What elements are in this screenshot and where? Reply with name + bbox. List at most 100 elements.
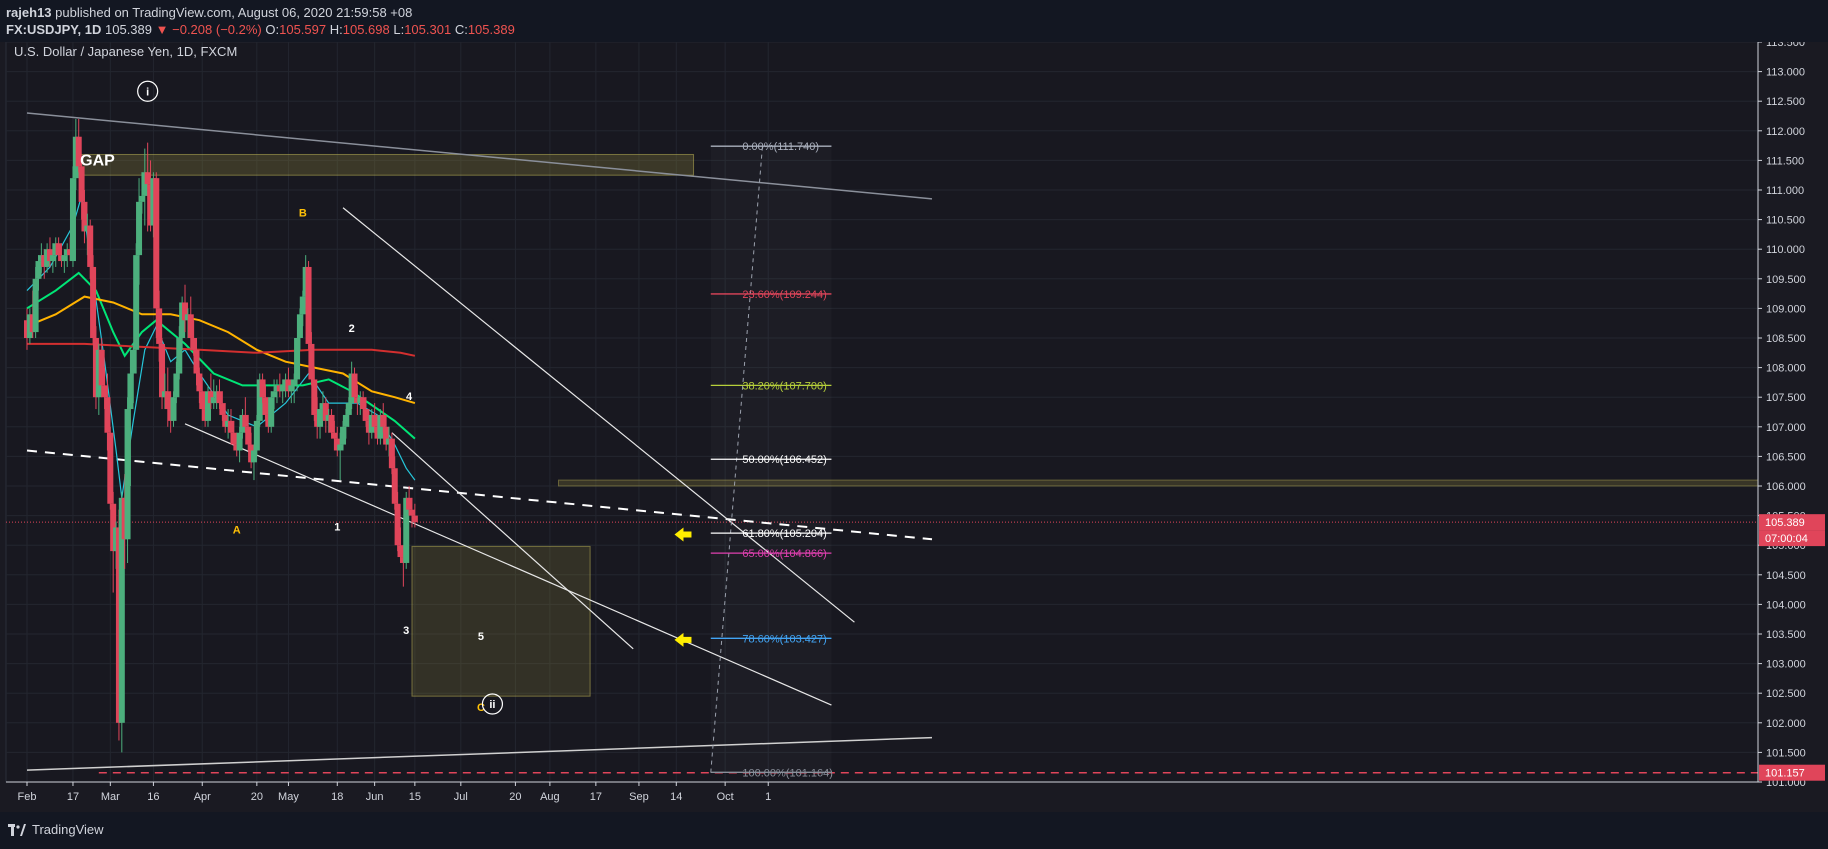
- wave-labels: i B 2 4 A 1 3 5 C ii GAP: [80, 80, 692, 715]
- time-tick-label: 20: [509, 791, 521, 803]
- candle-up: [118, 497, 125, 723]
- price-tick-label: 112.000: [1766, 126, 1805, 138]
- candle-down: [75, 136, 82, 167]
- price-tick-label: 106.500: [1766, 451, 1806, 463]
- price-tag: [1759, 530, 1825, 547]
- candle-up: [253, 420, 260, 451]
- upper-channel-line: [26, 112, 933, 200]
- price-tick-label: 104.000: [1766, 599, 1806, 611]
- fib-level-label: 0.00%(111.740): [742, 141, 819, 153]
- candle-down: [87, 225, 94, 267]
- time-tick-label: Aug: [540, 791, 560, 803]
- candle-down: [230, 432, 237, 445]
- candle-down: [262, 397, 269, 415]
- high-value: 105.698: [342, 22, 390, 37]
- time-tick-label: 20: [251, 791, 263, 803]
- high-label: H:: [329, 22, 343, 37]
- price-axis-bg: [1758, 42, 1828, 812]
- price-tick-label: 113.500: [1766, 42, 1805, 49]
- candle-down: [144, 172, 151, 185]
- candle-up: [138, 195, 145, 202]
- candle-down: [383, 426, 390, 445]
- close-label: C:: [454, 22, 468, 37]
- price-axis[interactable]: 113.500 113.000 112.500 112.000 111.500 111.0…: [1757, 42, 1828, 812]
- price-tick-label: 103.500: [1766, 629, 1806, 641]
- time-tick-label: 14: [670, 791, 682, 803]
- candle-down: [388, 438, 395, 469]
- candle-down: [193, 349, 200, 374]
- candle-up: [173, 373, 180, 398]
- symbol-name: FX:USDJPY, 1D: [6, 22, 102, 37]
- price-tick-label: 104.500: [1766, 570, 1806, 582]
- fib-level-label: 65.00%(104.866): [742, 548, 826, 560]
- candle-up: [296, 314, 303, 338]
- candle-down: [182, 302, 189, 321]
- time-tick-label: Feb: [18, 791, 37, 803]
- candle-up: [210, 397, 217, 404]
- candle-down: [199, 391, 206, 410]
- candle-up: [342, 414, 349, 427]
- candle-up: [299, 296, 306, 315]
- gap-label: GAP: [80, 152, 115, 169]
- candle-down: [311, 379, 318, 415]
- candle-down: [107, 432, 114, 504]
- candle-up: [291, 379, 298, 386]
- author-name[interactable]: rajeh13: [6, 5, 52, 20]
- candle-up: [136, 201, 143, 256]
- tradingview-brand[interactable]: TradingView: [8, 822, 104, 837]
- price-tick-label: 106.000: [1766, 481, 1806, 493]
- zones-layer: [6, 153, 1759, 774]
- time-tick-label: 15: [409, 791, 421, 803]
- candle-up: [268, 397, 275, 427]
- price-tick-label: 110.500: [1766, 215, 1805, 227]
- time-tick-label: 1: [765, 791, 771, 803]
- wave-label: 2: [349, 323, 355, 335]
- price-tick-label: 110.000: [1766, 244, 1805, 256]
- wave-label: 5: [478, 631, 484, 643]
- candle-down: [242, 414, 249, 427]
- fib-level-label: 50.00%(106.452): [742, 454, 826, 466]
- candle-up: [35, 261, 42, 279]
- wave-circle: [481, 693, 504, 715]
- fib-level-label: 100.00%(101.164): [742, 767, 833, 779]
- candle-up: [288, 385, 295, 392]
- fib-retracement[interactable]: 0.00%(111.740) 23.60%(109.244) 38.20%(107.…: [710, 141, 833, 779]
- time-axis[interactable]: Feb 17 Mar 16 Apr 20 May 18 Jun 15 Jul 20 Aug 17 Sep 14…: [6, 781, 1758, 803]
- candle-down: [360, 397, 367, 410]
- price-tick-label: 108.500: [1766, 333, 1806, 345]
- low-label: L:: [393, 22, 405, 37]
- time-tick-label: 16: [147, 791, 159, 803]
- candle-down: [322, 403, 329, 421]
- time-tick-label: May: [278, 791, 299, 803]
- target-zone: [411, 545, 591, 697]
- price-tag: [1759, 764, 1825, 781]
- candle-up: [127, 373, 134, 410]
- wave-label: i: [146, 86, 149, 98]
- price-tick-label: 109.500: [1766, 274, 1806, 286]
- trendlines-layer: [26, 112, 933, 773]
- candle-down: [101, 385, 108, 398]
- candle-down: [394, 503, 401, 546]
- published-text: published on TradingView.com, August 06,…: [55, 5, 413, 20]
- wave-label: 1: [334, 521, 340, 533]
- time-tick-label: Oct: [717, 791, 734, 803]
- price-tag: [1759, 514, 1825, 531]
- price-tag-label: 101.157: [1765, 768, 1805, 780]
- fib-level-label: 38.20%(107.700): [742, 380, 826, 392]
- wave-label: A: [233, 524, 241, 536]
- wave-circle: [137, 80, 159, 102]
- candle-up: [250, 450, 257, 463]
- price-tick-label: 107.500: [1766, 392, 1806, 404]
- lower-channel-line: [26, 736, 933, 771]
- open-label: O:: [265, 22, 280, 37]
- candle-down: [380, 414, 387, 427]
- candle-down: [156, 308, 163, 344]
- candle-down: [196, 373, 203, 392]
- candle-down: [391, 468, 398, 504]
- time-tick-label: Jul: [454, 791, 468, 803]
- price-chart[interactable]: 0.00%(111.740) 23.60%(109.244) 38.20%(107.…: [0, 42, 1828, 812]
- candle-down: [259, 379, 266, 398]
- price-tick-label: 102.000: [1766, 718, 1806, 730]
- candle-down: [159, 343, 166, 398]
- sma_long-line: [27, 342, 416, 357]
